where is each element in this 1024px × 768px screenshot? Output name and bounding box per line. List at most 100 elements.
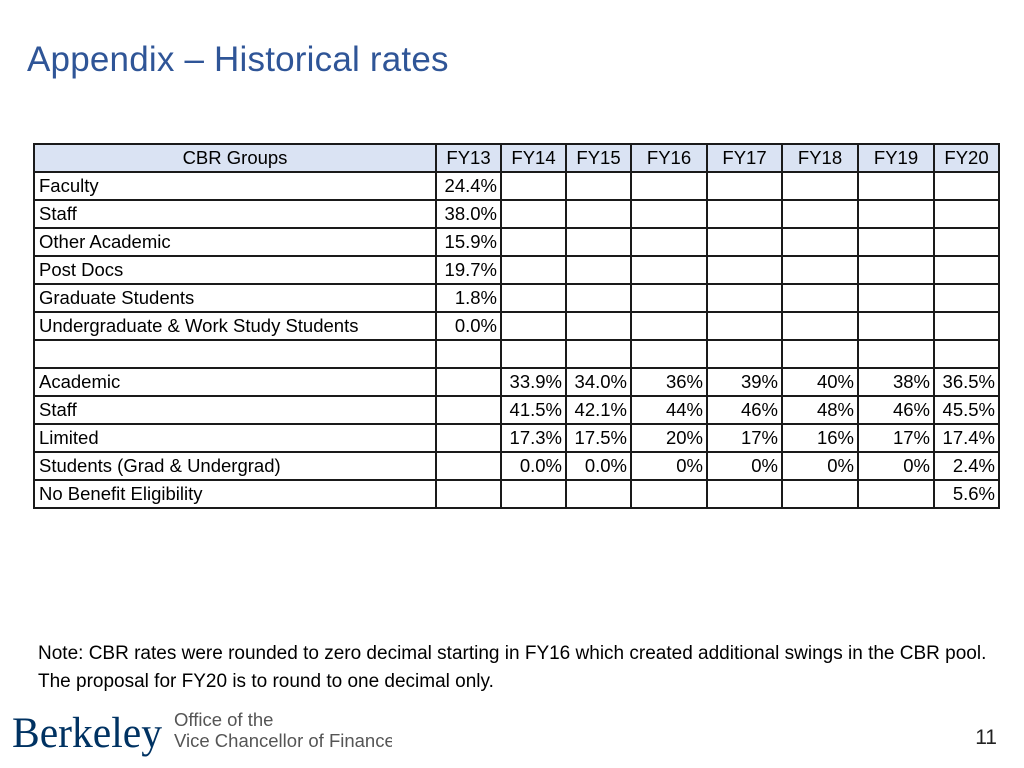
rate-cell: 1.8% [435,283,502,313]
logo-wordmark: Berkeley [12,710,162,757]
table-row [33,339,1000,369]
row-label: Limited [33,423,437,453]
rate-cell: 45.5% [933,395,1000,425]
rate-cell [565,255,632,285]
column-header: FY17 [706,143,783,173]
rate-cell: 17.4% [933,423,1000,453]
table-row: Staff 38.0% [33,199,1000,229]
rate-cell: 40% [781,367,859,397]
table-header-row: CBR Groups FY13 FY14 FY15 FY16 FY17 FY18… [33,143,1000,173]
rate-cell [933,283,1000,313]
rate-cell: 38% [857,367,935,397]
rate-cell [706,227,783,257]
rate-cell: 17% [706,423,783,453]
table-row: Staff 41.5% 42.1% 44% 46% 48% 46% 45.5% [33,395,1000,425]
row-label: No Benefit Eligibility [33,479,437,509]
berkeley-logo: Berkeley Office of the Vice Chancellor o… [12,709,392,757]
rate-cell [781,479,859,509]
rate-cell [781,339,859,369]
rate-cell [706,479,783,509]
column-header: FY16 [630,143,708,173]
column-header: FY18 [781,143,859,173]
rate-cell: 17% [857,423,935,453]
rate-cell [781,171,859,201]
rate-cell [933,255,1000,285]
rate-cell [706,283,783,313]
rate-cell [630,283,708,313]
rate-cell [435,423,502,453]
table-row: Post Docs 19.7% [33,255,1000,285]
footnote: Note: CBR rates were rounded to zero dec… [38,643,987,692]
rate-cell [933,311,1000,341]
rate-cell [781,255,859,285]
rate-cell: 5.6% [933,479,1000,509]
table-row: Limited 17.3% 17.5% 20% 17% 16% 17% 17.4% [33,423,1000,453]
rate-cell [435,367,502,397]
rate-cell [500,479,567,509]
rate-cell: 34.0% [565,367,632,397]
rate-cell [781,283,859,313]
column-header: CBR Groups [33,143,437,173]
rate-cell [500,311,567,341]
row-label [33,339,437,369]
rate-cell [565,311,632,341]
rate-cell: 0% [706,451,783,481]
rate-cell: 16% [781,423,859,453]
rate-cell: 44% [630,395,708,425]
rate-cell [565,479,632,509]
rate-cell [630,227,708,257]
rate-cell [933,339,1000,369]
rate-cell [565,171,632,201]
rate-cell [706,255,783,285]
rate-cell: 42.1% [565,395,632,425]
rate-cell: 0% [857,451,935,481]
rate-cell: 36% [630,367,708,397]
rate-cell [857,227,935,257]
row-label: Staff [33,199,437,229]
row-label: Other Academic [33,227,437,257]
column-header: FY20 [933,143,1000,173]
table-row: Other Academic 15.9% [33,227,1000,257]
table-row: Undergraduate & Work Study Students 0.0% [33,311,1000,341]
rate-cell: 19.7% [435,255,502,285]
table-row: Faculty 24.4% [33,171,1000,201]
rate-cell [857,255,935,285]
rate-cell: 17.3% [500,423,567,453]
logo-line-1: Office of the [174,709,273,730]
rate-cell [857,479,935,509]
rate-cell [781,311,859,341]
rate-cell [500,171,567,201]
rate-cell: 24.4% [435,171,502,201]
rate-cell: 41.5% [500,395,567,425]
rate-cell: 48% [781,395,859,425]
rate-cell [933,171,1000,201]
rate-cell: 20% [630,423,708,453]
table-body: Faculty 24.4% Staff 38.0% Other Academic 15.9… [33,171,1000,509]
column-header: FY19 [857,143,935,173]
page-title: Appendix – Historical rates [27,40,449,79]
rate-cell: 17.5% [565,423,632,453]
rate-cell [565,339,632,369]
logo-line-2: Vice Chancellor of Finance [174,730,392,751]
rate-cell [565,283,632,313]
rate-cell: 39% [706,367,783,397]
table-row: Graduate Students 1.8% [33,283,1000,313]
rate-cell [500,255,567,285]
rate-cell [857,311,935,341]
rate-cell [630,479,708,509]
rate-cell [500,283,567,313]
table-row: Students (Grad & Undergrad) 0.0% 0.0% 0% 0% 0… [33,451,1000,481]
rate-cell [565,227,632,257]
table-row: Academic 33.9% 34.0% 36% 39% 40% 38% 36.5% [33,367,1000,397]
rate-cell [435,339,502,369]
rate-cell [857,199,935,229]
rate-cell [435,451,502,481]
row-label: Graduate Students [33,283,437,313]
row-label: Academic [33,367,437,397]
rate-cell [630,339,708,369]
rate-cell [857,171,935,201]
rate-cell [857,339,935,369]
rate-cell [565,199,632,229]
column-header: FY14 [500,143,567,173]
rate-cell [435,479,502,509]
